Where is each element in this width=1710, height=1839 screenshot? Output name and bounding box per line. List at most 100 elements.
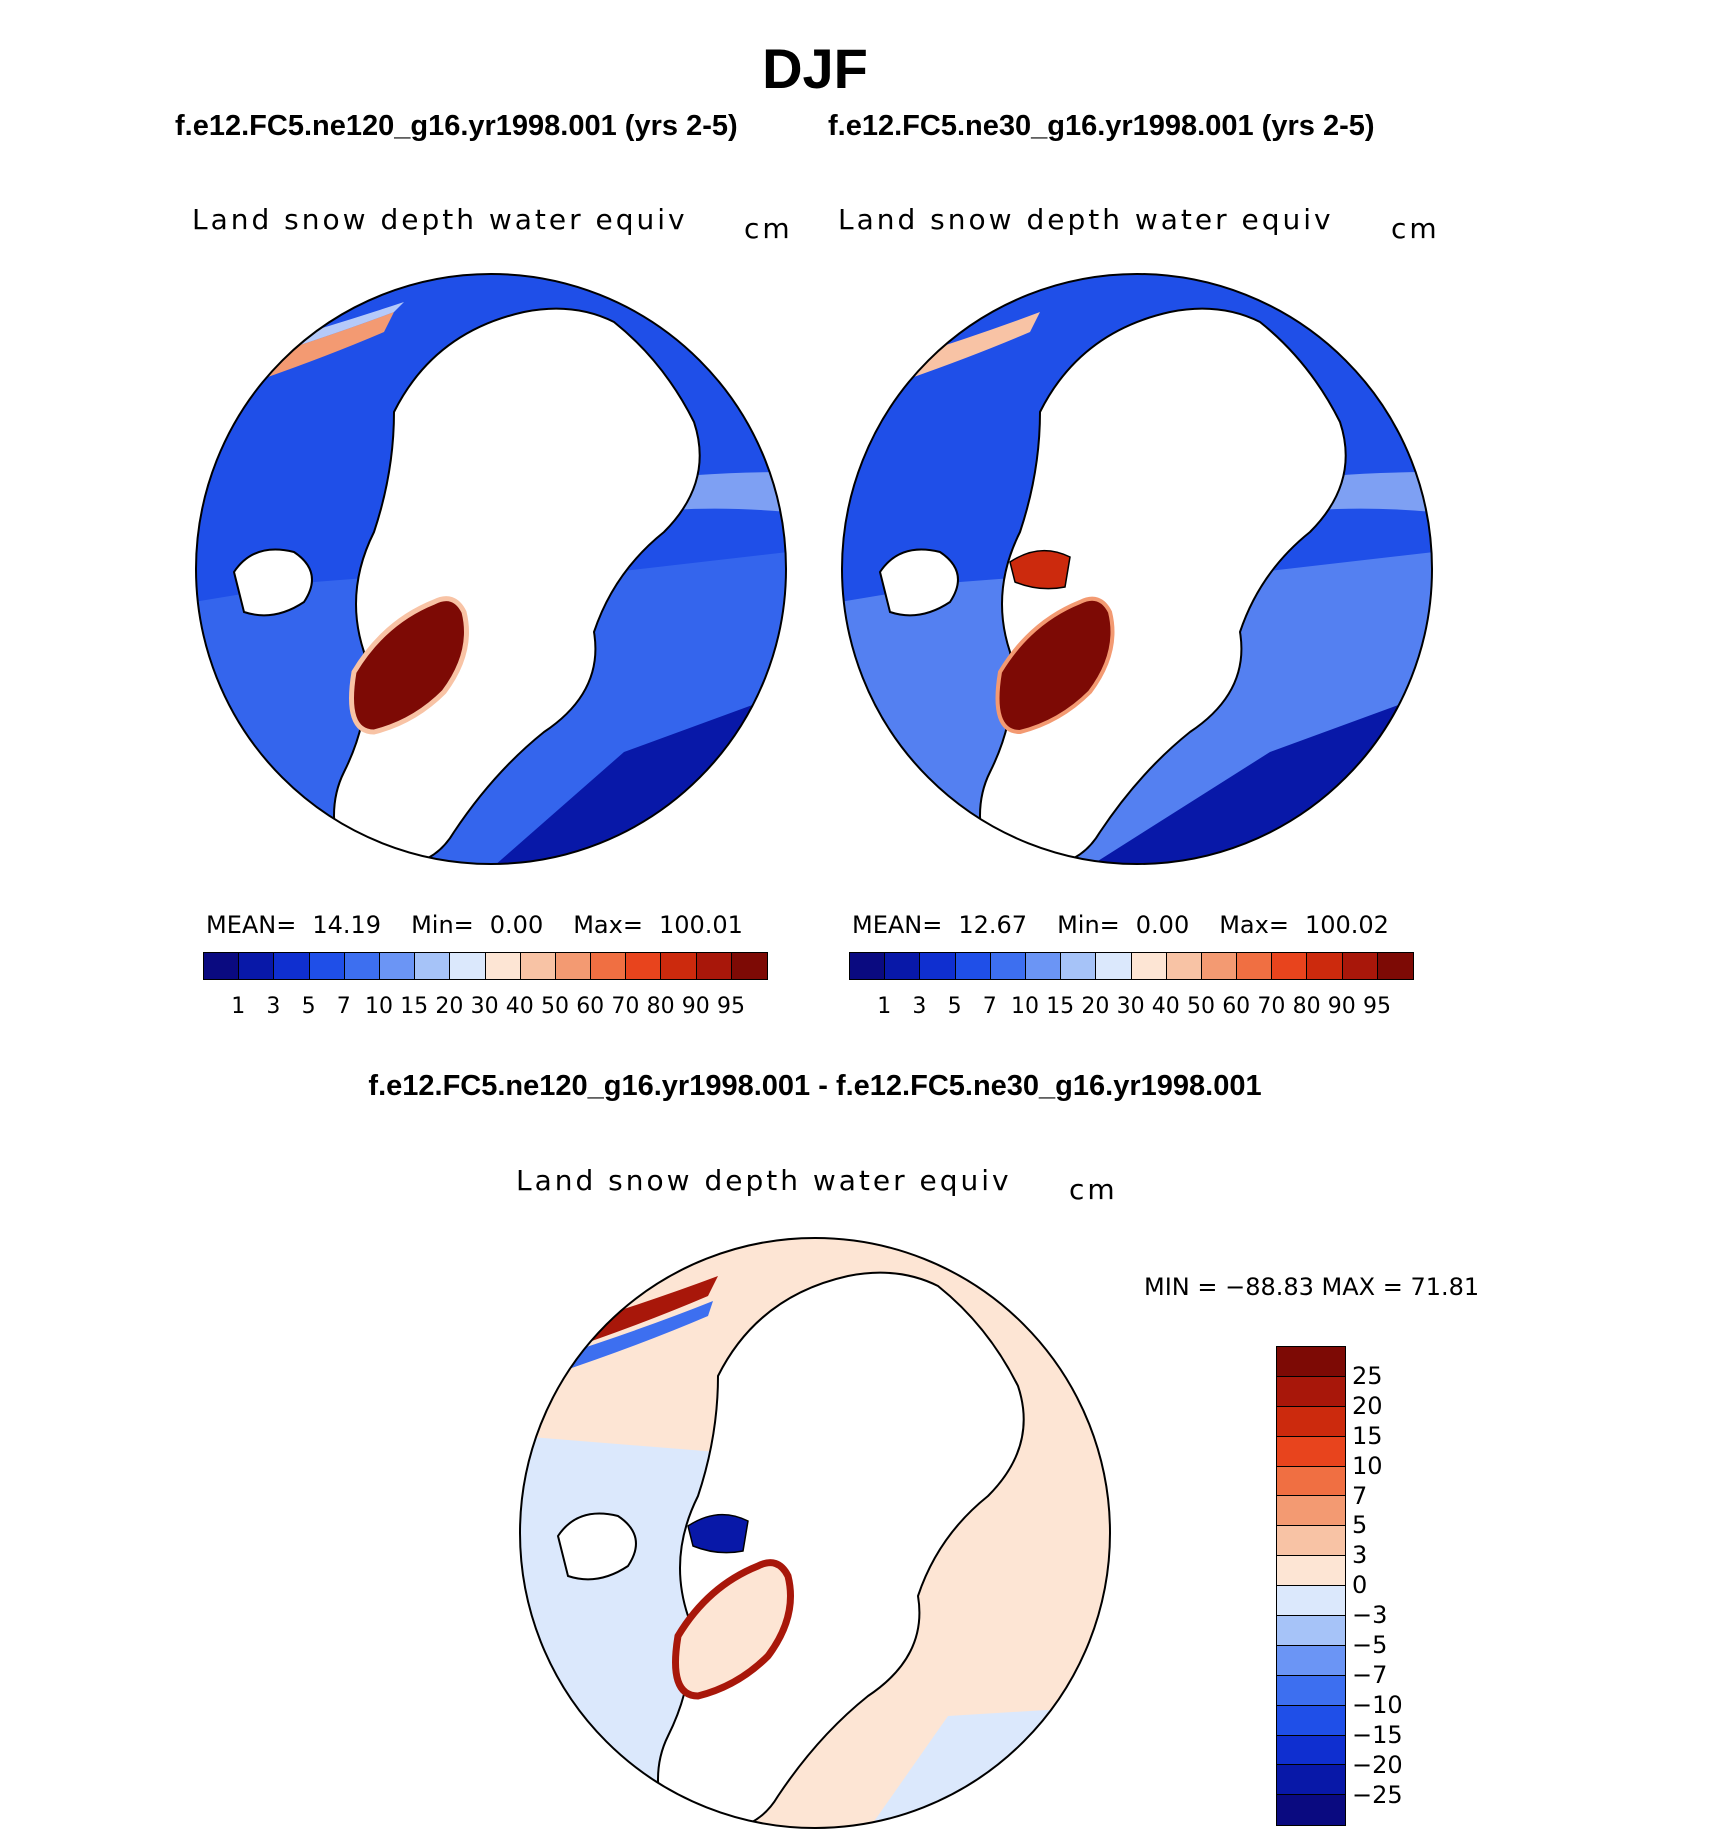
colorbar-tick-label: 5 xyxy=(1352,1511,1368,1540)
diff-minmax: MIN = −88.83 MAX = 71.81 xyxy=(1144,1273,1480,1301)
colorbar-swatch xyxy=(920,953,956,979)
colorbar-tick-label: 10 xyxy=(365,994,393,1019)
colorbar-tick-label: −3 xyxy=(1352,1601,1388,1630)
colorbar-swatch xyxy=(1277,1616,1345,1646)
colorbar-tick-label: −5 xyxy=(1352,1631,1388,1659)
colorbar-tick-label: 3 xyxy=(912,994,927,1019)
colorbar-right xyxy=(849,952,1414,980)
colorbar-swatch xyxy=(1277,1466,1345,1497)
figure-title: DJF xyxy=(762,37,868,100)
polar-map-diff xyxy=(519,1237,1111,1829)
colorbar-swatch xyxy=(1377,953,1413,979)
colorbar-labels-left: 1 3 5 7 10 15 20 30 40 50 60 70 80 90 95 xyxy=(203,994,769,1022)
max-value: 100.02 xyxy=(1304,911,1389,939)
colorbar-swatch xyxy=(555,953,592,979)
colorbar-swatch xyxy=(885,953,921,979)
colorbar-swatch xyxy=(1277,1765,1345,1796)
colorbar-tick-label: 7 xyxy=(982,994,997,1019)
colorbar-tick-label: 30 xyxy=(1116,994,1145,1019)
colorbar-swatch xyxy=(1237,953,1273,979)
min-label: Min= xyxy=(1057,911,1120,939)
colorbar-tick-label: 7 xyxy=(1352,1481,1368,1510)
colorbar-swatch xyxy=(274,953,310,979)
max-label: Max= xyxy=(1219,911,1289,939)
case-title-left: f.e12.FC5.ne120_g16.yr1998.001 (yrs 2-5) xyxy=(175,110,738,142)
colorbar-tick-label: 20 xyxy=(1352,1391,1383,1420)
variable-label-left: Land snow depth water equiv xyxy=(192,203,688,236)
variable-label-right: Land snow depth water equiv xyxy=(838,203,1334,236)
colorbar-swatch xyxy=(309,953,345,979)
colorbar-tick-label: 10 xyxy=(1352,1451,1383,1480)
colorbar-labels-right: 1 3 5 7 10 15 20 30 40 50 60 70 80 90 95 xyxy=(849,994,1415,1022)
colorbar-swatch xyxy=(239,953,275,979)
colorbar-swatch xyxy=(1277,1705,1345,1736)
colorbar-swatch xyxy=(379,953,416,979)
colorbar-swatch xyxy=(1277,1496,1345,1527)
max-value: 100.01 xyxy=(658,911,743,939)
min-value: 0.00 xyxy=(1135,911,1190,939)
colorbar-tick-label: 15 xyxy=(1352,1421,1383,1450)
greenland-ice-sheet xyxy=(672,1559,794,1700)
colorbar-tick-label: 90 xyxy=(1327,994,1356,1019)
colorbar-tick-label: 1 xyxy=(231,994,246,1019)
colorbar-swatch xyxy=(450,953,486,979)
colorbar-swatch xyxy=(661,953,697,979)
colorbar-swatch xyxy=(1307,953,1343,979)
colorbar-swatch xyxy=(1201,953,1238,979)
colorbar-tick-label: 80 xyxy=(1292,994,1321,1019)
colorbar-swatch xyxy=(696,953,732,979)
colorbar-swatch xyxy=(990,953,1026,979)
min-value: 0.00 xyxy=(489,911,544,939)
units-label-diff: cm xyxy=(1069,1173,1118,1206)
colorbar-diff xyxy=(1276,1346,1346,1827)
colorbar-tick-label: 40 xyxy=(1151,994,1180,1019)
polar-map-right xyxy=(841,273,1433,865)
colorbar-tick-label: −25 xyxy=(1352,1780,1403,1809)
greenland-ice-sheet xyxy=(349,596,469,735)
colorbar-tick-label: −15 xyxy=(1352,1720,1403,1749)
colorbar-swatch xyxy=(1342,953,1378,979)
colorbar-swatch xyxy=(1277,1645,1345,1676)
mean-label: MEAN= xyxy=(852,911,943,939)
colorbar-tick-label: 10 xyxy=(1011,994,1039,1019)
colorbar-tick-label: 50 xyxy=(1187,994,1215,1019)
colorbar-tick-label: 90 xyxy=(681,994,710,1019)
colorbar-swatch xyxy=(1166,953,1202,979)
colorbar-swatch xyxy=(485,953,521,979)
greenland-ice-sheet xyxy=(995,596,1115,735)
diff-band-negative xyxy=(543,1301,713,1376)
colorbar-tick-label: 25 xyxy=(1352,1361,1383,1390)
colorbar-swatch xyxy=(520,953,556,979)
colorbar-tick-label: 15 xyxy=(1046,994,1075,1019)
colorbar-swatch xyxy=(1277,1556,1345,1587)
arctic-no-snow-region xyxy=(333,307,701,864)
arctic-no-snow-region xyxy=(979,307,1347,864)
colorbar-tick-label: 80 xyxy=(646,994,675,1019)
colorbar-tick-label: 60 xyxy=(1222,994,1251,1019)
colorbar-tick-label: 20 xyxy=(435,994,464,1019)
colorbar-tick-label: 7 xyxy=(336,994,351,1019)
colorbar-swatch xyxy=(344,953,380,979)
colorbar-tick-label: 60 xyxy=(576,994,605,1019)
colorbar-swatch xyxy=(1025,953,1062,979)
colorbar-swatch xyxy=(1277,1735,1345,1766)
stats-left: MEAN= 14.19 Min= 0.00 Max= 100.01 xyxy=(206,911,743,939)
colorbar-swatch xyxy=(1277,1795,1345,1826)
colorbar-swatch xyxy=(1277,1347,1345,1377)
colorbar-tick-label: 50 xyxy=(541,994,569,1019)
variable-label-diff: Land snow depth water equiv xyxy=(516,1164,1012,1197)
colorbar-tick-label: 3 xyxy=(266,994,281,1019)
max-label: Max= xyxy=(573,911,643,939)
colorbar-tick-label: 15 xyxy=(400,994,429,1019)
colorbar-labels-diff: 25 20 15 10 7 5 3 0 −3 −5 −7 −10 −15 −20 −25 xyxy=(1352,1346,1472,1826)
colorbar-tick-label: 1 xyxy=(877,994,892,1019)
mean-value: 12.67 xyxy=(958,911,1028,939)
colorbar-tick-label: 30 xyxy=(470,994,499,1019)
colorbar-swatch xyxy=(591,953,627,979)
colorbar-tick-label: −10 xyxy=(1352,1690,1403,1719)
colorbar-swatch xyxy=(955,953,991,979)
colorbar-swatch xyxy=(1096,953,1132,979)
colorbar-tick-label: 40 xyxy=(505,994,534,1019)
colorbar-swatch xyxy=(1277,1675,1345,1706)
colorbar-tick-label: 3 xyxy=(1352,1541,1368,1570)
